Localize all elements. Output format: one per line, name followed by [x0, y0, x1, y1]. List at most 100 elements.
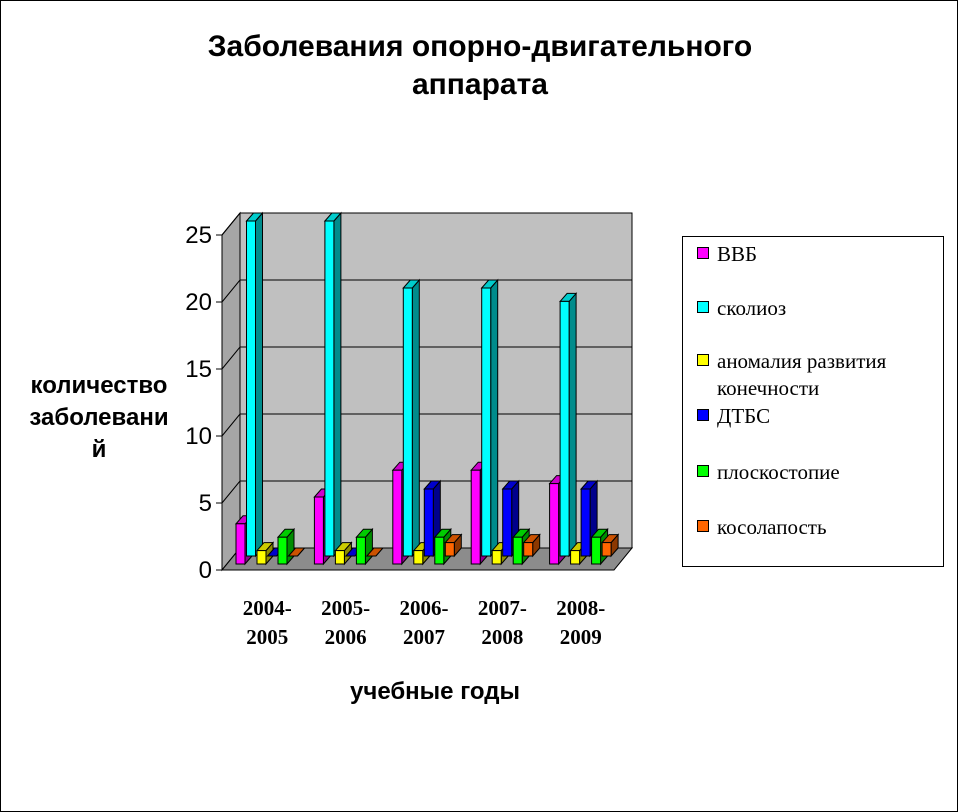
y-tick-label: 0 — [199, 557, 212, 584]
y-axis-label: количество заболевани й — [14, 370, 184, 466]
y-axis-label-line-1: количество — [30, 372, 168, 399]
legend-item-scoliosis: сколиоз — [697, 295, 942, 322]
legend-item-anomaly: аномалия развития конечности — [697, 348, 942, 402]
legend-swatch — [697, 301, 709, 313]
bar-front — [324, 220, 335, 557]
y-tick-label: 25 — [185, 222, 212, 249]
legend-swatch — [697, 465, 709, 477]
x-tick-label: 2005- — [321, 596, 370, 620]
bar-clubfoot-2 — [365, 547, 385, 557]
bar-front — [601, 542, 612, 557]
legend-item-dtbs: ДТБС — [697, 403, 942, 430]
x-tick-labels: 2004- 2005 2005- 2006 2006- 2007 2007- 2008 2008… — [243, 596, 606, 649]
bar-front — [444, 542, 455, 557]
bar-front — [256, 550, 267, 565]
bar-front — [246, 220, 256, 557]
x-tick-label: 2006- — [400, 596, 449, 620]
y-axis-label-line-3: й — [91, 436, 107, 463]
bar-front — [549, 483, 560, 565]
bar-front — [355, 536, 366, 565]
x-tick-label: 2009 — [560, 625, 602, 649]
bar-top — [365, 547, 385, 557]
bar-clubfoot-1 — [287, 547, 306, 557]
legend-item-vvb: ВВБ — [697, 241, 942, 268]
x-tick-label: 2008 — [481, 625, 523, 649]
bar-front — [591, 536, 602, 565]
bar-front — [580, 488, 591, 557]
bar-front — [413, 550, 424, 565]
legend-swatch — [697, 247, 709, 259]
x-tick-label: 2005 — [246, 625, 288, 649]
bar-front — [491, 550, 502, 565]
bar-scoliosis-3 — [402, 278, 421, 558]
bar-side — [568, 292, 577, 558]
legend-item-flatfoot: плоскостопие — [697, 459, 942, 486]
y-tick-labels: 0 5 10 15 20 25 — [185, 222, 614, 584]
bar-side — [333, 211, 342, 558]
bars-group — [234, 211, 620, 566]
bar-front — [423, 488, 434, 557]
bar-clubfoot-4 — [522, 533, 541, 558]
bar-anomaly-1 — [255, 541, 275, 566]
bar-side — [411, 278, 420, 558]
x-tick-label: 2004- — [243, 596, 292, 620]
bar-flatfoot-1 — [276, 527, 296, 566]
x-tick-label: 2008- — [556, 596, 605, 620]
legend-label: ДТБС — [717, 404, 771, 428]
y-axis-label-line-2: заболевани — [29, 404, 169, 431]
bar-scoliosis-4 — [480, 278, 499, 558]
bar-scoliosis-5 — [558, 292, 578, 558]
legend: ВВБ сколиоз аномалия развития конечности… — [682, 236, 944, 567]
bar-front — [402, 287, 413, 557]
bar-clubfoot-3 — [444, 533, 463, 558]
x-tick-label: 2007 — [403, 625, 445, 649]
y-tick-label: 10 — [185, 423, 212, 450]
legend-label: сколиоз — [717, 296, 787, 320]
chart-title-line-1: Заболевания опорно-двигательного — [207, 30, 753, 63]
legend-swatch — [697, 354, 709, 366]
chart-title: Заболевания опорно-двигательного аппарат… — [120, 28, 840, 104]
y-tick-label: 5 — [199, 490, 212, 517]
bar-front — [470, 469, 481, 565]
bar-top — [287, 547, 306, 557]
bar-front — [512, 536, 523, 565]
gridline — [221, 413, 632, 437]
bar-front — [523, 542, 534, 557]
legend-item-clubfoot: косолапость — [697, 514, 942, 541]
legend-label: плоскостопие — [717, 460, 840, 484]
grid-lines — [221, 212, 632, 504]
gridline — [221, 212, 632, 236]
bar-front — [277, 536, 288, 565]
bar-scoliosis-1 — [245, 211, 264, 558]
bar-flatfoot-2 — [355, 527, 374, 566]
x-tick-label: 2007- — [478, 596, 527, 620]
side-wall — [221, 211, 241, 572]
gridline — [221, 480, 632, 504]
y-tick-label: 15 — [185, 356, 212, 383]
y-tick-label: 20 — [185, 289, 212, 316]
bar-front — [570, 550, 581, 565]
bar-front — [481, 287, 492, 557]
legend-label: ВВБ — [717, 242, 758, 266]
legend-label: аномалия развития конечности — [717, 349, 887, 400]
bar-side — [255, 211, 263, 558]
legend-swatch — [697, 520, 709, 532]
x-axis-label: учебные годы — [350, 678, 520, 705]
x-tick-label: 2006 — [325, 625, 367, 649]
bar-front — [235, 523, 246, 565]
legend-swatch — [697, 409, 709, 421]
chart-title-line-2: аппарата — [412, 68, 548, 101]
bar-side — [490, 278, 499, 558]
gridline — [221, 279, 632, 303]
bar-front — [313, 496, 324, 565]
bar-front — [334, 550, 345, 565]
bar-clubfoot-5 — [600, 533, 620, 558]
bar-front — [392, 469, 403, 565]
bar-front — [502, 488, 513, 557]
bar-front — [434, 536, 445, 565]
legend-label: косолапость — [717, 515, 827, 539]
bar-scoliosis-2 — [323, 211, 343, 558]
bar-front — [559, 300, 570, 557]
gridline — [221, 346, 632, 370]
